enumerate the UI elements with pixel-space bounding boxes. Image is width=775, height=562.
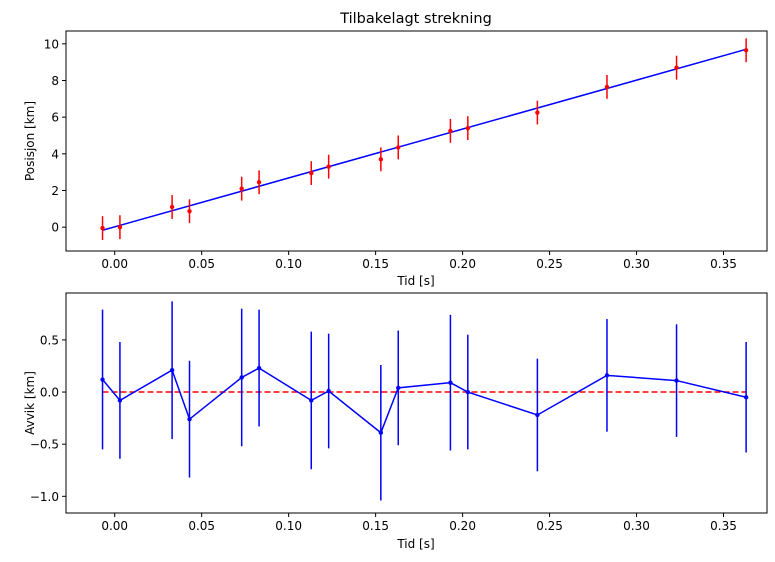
deviation-x-tick-label: 0.30 bbox=[623, 519, 650, 533]
position-y-tick-label: 0 bbox=[51, 221, 59, 235]
deviation-x-axis: 0.00 0.05 0.10 0.15 0.20 0.25 0.30 0.35 bbox=[101, 513, 737, 533]
position-y-axis: 0 2 4 6 8 10 bbox=[44, 37, 66, 235]
deviation-data-point bbox=[239, 375, 244, 380]
position-data-point bbox=[117, 224, 123, 230]
position-data-point bbox=[448, 128, 453, 134]
position-data-point bbox=[743, 48, 749, 53]
deviation-data-point bbox=[674, 378, 679, 383]
position-data-point bbox=[169, 204, 175, 210]
deviation-series-line bbox=[101, 367, 747, 434]
deviation-y-tick-label: −1.0 bbox=[30, 490, 59, 504]
deviation-data-point bbox=[604, 373, 610, 378]
position-data-point bbox=[674, 65, 679, 70]
position-data bbox=[100, 38, 749, 240]
position-x-tick-label: 0.25 bbox=[536, 257, 563, 271]
position-data-point bbox=[309, 170, 314, 176]
position-x-tick-label: 0.05 bbox=[188, 257, 215, 271]
position-y-tick-label: 10 bbox=[44, 37, 59, 51]
position-x-tick-label: 0.30 bbox=[623, 257, 650, 271]
deviation-data-point bbox=[535, 412, 540, 418]
position-y-tick-label: 4 bbox=[51, 147, 59, 161]
position-data-point bbox=[187, 209, 192, 214]
deviation-y-axis-label: Avvik [km] bbox=[23, 371, 37, 435]
position-data-point bbox=[239, 186, 244, 191]
deviation-x-tick-label: 0.05 bbox=[188, 519, 215, 533]
position-x-tick-label: 0.35 bbox=[710, 257, 737, 271]
deviation-x-tick-label: 0.00 bbox=[101, 519, 128, 533]
position-data-point bbox=[396, 145, 401, 150]
deviation-data bbox=[100, 301, 749, 501]
position-x-tick-label: 0.00 bbox=[101, 257, 128, 271]
deviation-y-tick-label: −0.5 bbox=[30, 438, 59, 452]
deviation-data-point bbox=[465, 389, 471, 395]
deviation-panel: 0.00 0.05 0.10 0.15 0.20 0.25 0.30 0.35 −1.0 −0.… bbox=[23, 292, 768, 551]
position-x-tick-label: 0.20 bbox=[449, 257, 476, 271]
position-data-point bbox=[604, 84, 610, 90]
deviation-x-axis-label: Tid [s] bbox=[396, 537, 434, 551]
chart-title: Tilbakelagt strekning bbox=[339, 11, 492, 27]
deviation-data-point bbox=[169, 367, 175, 373]
position-x-axis: 0.00 0.05 0.10 0.15 0.20 0.25 0.30 0.35 bbox=[101, 251, 737, 271]
deviation-data-point bbox=[117, 398, 123, 403]
deviation-x-tick-label: 0.35 bbox=[710, 519, 737, 533]
position-x-tick-label: 0.15 bbox=[362, 257, 389, 271]
position-fit-line bbox=[102, 48, 747, 232]
deviation-data-point bbox=[326, 388, 331, 394]
position-data-point bbox=[100, 225, 105, 231]
deviation-x-tick-label: 0.15 bbox=[362, 519, 389, 533]
deviation-x-tick-label: 0.20 bbox=[449, 519, 476, 533]
position-x-axis-label: Tid [s] bbox=[396, 274, 434, 288]
position-data-point bbox=[535, 110, 540, 115]
deviation-data-point bbox=[309, 398, 314, 403]
deviation-data-point bbox=[743, 395, 749, 400]
position-plot-frame bbox=[65, 30, 768, 252]
deviation-y-tick-label: 0.5 bbox=[40, 333, 59, 347]
deviation-plot-frame bbox=[65, 292, 768, 514]
deviation-data-point bbox=[187, 416, 192, 422]
position-panel: 0.00 0.05 0.10 0.15 0.20 0.25 0.30 0.35 0 2 4 6 8 10… bbox=[23, 30, 768, 288]
position-data-point bbox=[378, 157, 384, 162]
deviation-data-point bbox=[396, 385, 401, 391]
deviation-x-tick-label: 0.10 bbox=[275, 519, 302, 533]
position-y-tick-label: 2 bbox=[51, 184, 59, 198]
deviation-data-point bbox=[448, 380, 453, 385]
position-x-tick-label: 0.10 bbox=[275, 257, 302, 271]
position-y-tick-label: 8 bbox=[51, 74, 59, 88]
deviation-data-point bbox=[256, 365, 262, 371]
position-data-point bbox=[465, 125, 471, 131]
position-data-point bbox=[326, 164, 331, 169]
deviation-x-tick-label: 0.25 bbox=[536, 519, 563, 533]
position-y-axis-label: Posisjon [km] bbox=[23, 101, 37, 181]
deviation-y-axis: −1.0 −0.5 0.0 0.5 bbox=[30, 333, 66, 504]
deviation-y-tick-label: 0.0 bbox=[40, 386, 59, 400]
deviation-data-point bbox=[378, 430, 384, 435]
position-data-point bbox=[256, 180, 262, 185]
position-y-tick-label: 6 bbox=[51, 111, 59, 125]
deviation-data-point bbox=[100, 377, 105, 382]
